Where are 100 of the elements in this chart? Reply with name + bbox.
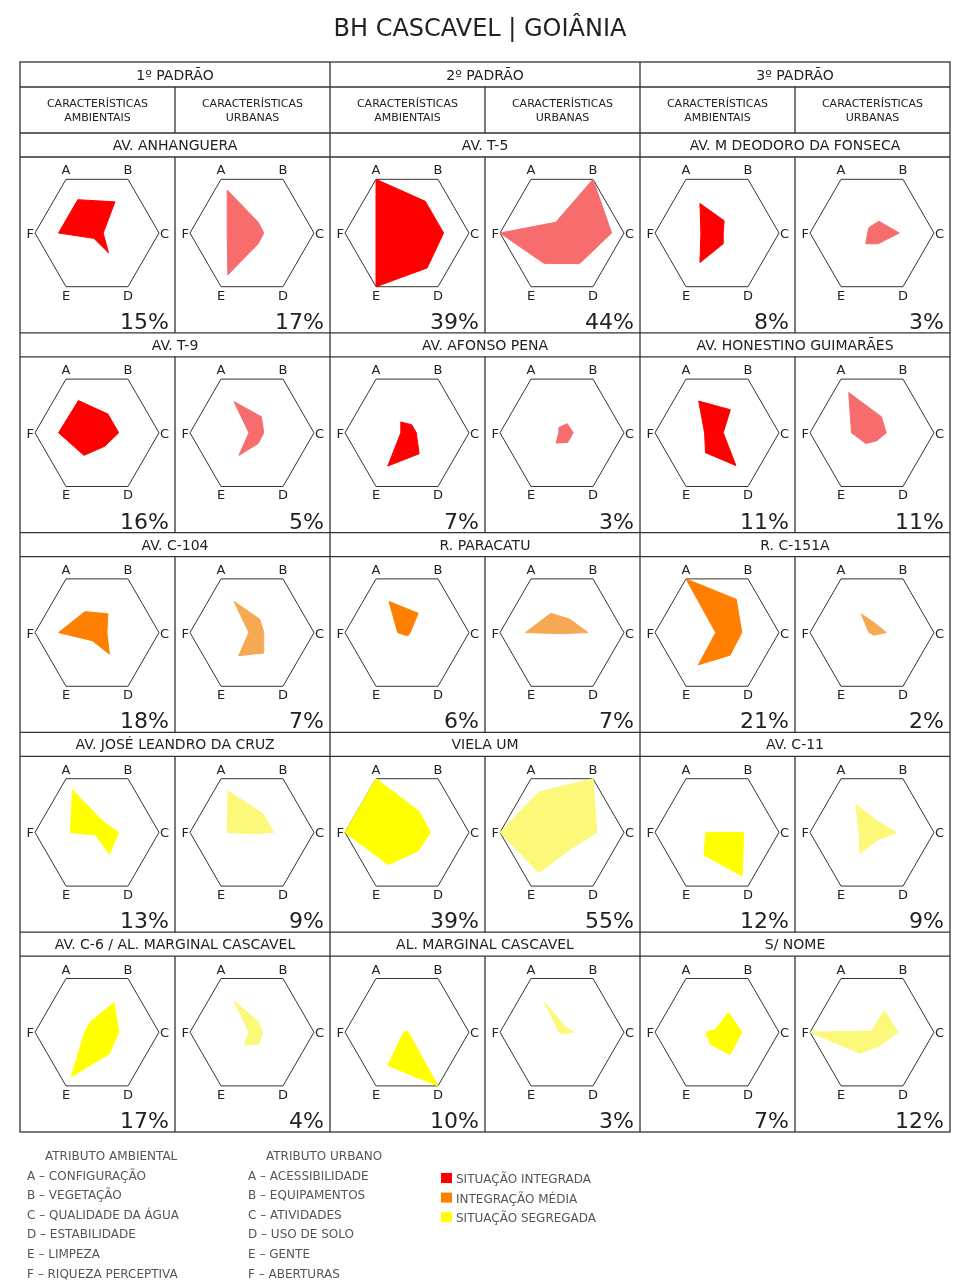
spoke-label: E [216, 1086, 226, 1102]
spoke-label: C [315, 825, 325, 841]
text: 3% [909, 308, 944, 334]
spoke-label: B [278, 162, 288, 178]
spoke-label: D [742, 287, 754, 303]
spoke-label: F [181, 1025, 189, 1041]
text: 16% [120, 508, 169, 534]
spoke-label: A [681, 362, 691, 378]
spoke-label: D [277, 287, 289, 303]
text: CARACTERÍSTICAS URBANAS [821, 97, 924, 124]
spoke-label: B [433, 961, 443, 977]
spoke-label: E [681, 687, 691, 703]
spoke-label: F [181, 825, 189, 841]
spoke-label: E [681, 887, 691, 903]
spoke-label: C [160, 625, 170, 641]
spoke-label: E [371, 287, 381, 303]
spoke-label: B [898, 961, 908, 977]
text: 1º PADRÃO [136, 67, 214, 83]
spoke-label: D [432, 887, 444, 903]
spoke-label: B [588, 162, 598, 178]
spoke-label: C [935, 825, 945, 841]
spoke-label: F [801, 226, 809, 241]
spoke-label: B [743, 561, 753, 577]
spoke-label: E [836, 1086, 846, 1102]
text: BH CASCAVEL | GOIÂNIA [333, 13, 628, 42]
spoke-label: F [801, 1025, 809, 1041]
spoke-label: D [277, 687, 289, 703]
spoke-label: B [278, 961, 288, 977]
spoke-label: F [336, 1025, 344, 1041]
spoke-label: C [315, 1025, 325, 1041]
spoke-label: D [897, 887, 909, 903]
spoke-label: E [681, 1086, 691, 1102]
spoke-label: D [122, 1086, 134, 1102]
spoke-label: D [122, 287, 134, 303]
text: 3% [599, 1108, 634, 1133]
spoke-label: A [526, 362, 536, 378]
spoke-label: C [935, 625, 945, 641]
spoke-label: B [588, 561, 598, 577]
spoke-label: F [646, 226, 654, 241]
spoke-label: F [26, 625, 34, 641]
chart-title: AV. C-11 [766, 736, 824, 753]
spoke-label: C [160, 825, 170, 841]
spoke-label: A [61, 961, 71, 977]
spoke-label: B [433, 761, 443, 777]
chart-title: AV. HONESTINO GUIMARÃES [696, 336, 894, 353]
spoke-label: D [122, 487, 134, 503]
spoke-label: F [646, 425, 654, 441]
text: 2% [909, 708, 944, 734]
text: 17% [275, 308, 324, 334]
spoke-label: A [681, 561, 691, 577]
spoke-label: E [61, 687, 71, 703]
spoke-label: A [526, 162, 536, 178]
spoke-label: B [433, 561, 443, 577]
spoke-label: C [625, 1025, 635, 1041]
text: 18% [120, 708, 169, 734]
spoke-label: A [836, 761, 846, 777]
spoke-label: A [526, 761, 536, 777]
spoke-label: F [491, 625, 499, 641]
text: 4% [289, 1108, 324, 1133]
spoke-label: C [470, 1025, 480, 1041]
spoke-label: D [897, 1086, 909, 1102]
spoke-label: C [315, 425, 325, 441]
text: 3º PADRÃO [756, 67, 834, 83]
text: 2º PADRÃO [446, 67, 524, 83]
spoke-label: B [278, 761, 288, 777]
chart-title: R. C-151A [760, 536, 831, 553]
spoke-label: D [897, 687, 909, 703]
text: 9% [909, 908, 944, 934]
spoke-label: F [26, 1025, 34, 1041]
text: CARACTERÍSTICAS AMBIENTAIS [356, 97, 459, 124]
text: ATRIBUTO AMBIENTAL [45, 1149, 178, 1163]
spoke-label: F [801, 425, 809, 441]
spoke-label: A [836, 362, 846, 378]
spoke-label: B [898, 162, 908, 178]
chart-title: AV. AFONSO PENA [421, 336, 549, 353]
spoke-label: E [216, 687, 226, 703]
text: ATRIBUTO URBANO [266, 1149, 383, 1163]
spoke-label: D [897, 487, 909, 503]
spoke-label: B [743, 961, 753, 977]
text: 44% [585, 308, 634, 334]
spoke-label: D [742, 687, 754, 703]
chart-title: AV. C-104 [141, 536, 209, 553]
spoke-label: D [122, 687, 134, 703]
spoke-label: D [587, 287, 599, 303]
text: C – QUALIDADE DA ÁGUA [27, 1206, 180, 1222]
spoke-label: C [780, 625, 790, 641]
spoke-label: C [625, 825, 635, 841]
text: CARACTERÍSTICAS AMBIENTAIS [666, 97, 769, 124]
spoke-label: E [61, 287, 71, 303]
text: 9% [289, 908, 324, 934]
spoke-label: B [123, 162, 133, 178]
spoke-label: D [587, 1086, 599, 1102]
spoke-label: D [432, 687, 444, 703]
spoke-label: F [336, 825, 344, 841]
spoke-label: D [587, 887, 599, 903]
spoke-label: C [780, 425, 790, 441]
spoke-label: E [371, 487, 381, 503]
spoke-label: D [587, 487, 599, 503]
text: 7% [289, 708, 324, 734]
spoke-label: E [526, 1086, 536, 1102]
